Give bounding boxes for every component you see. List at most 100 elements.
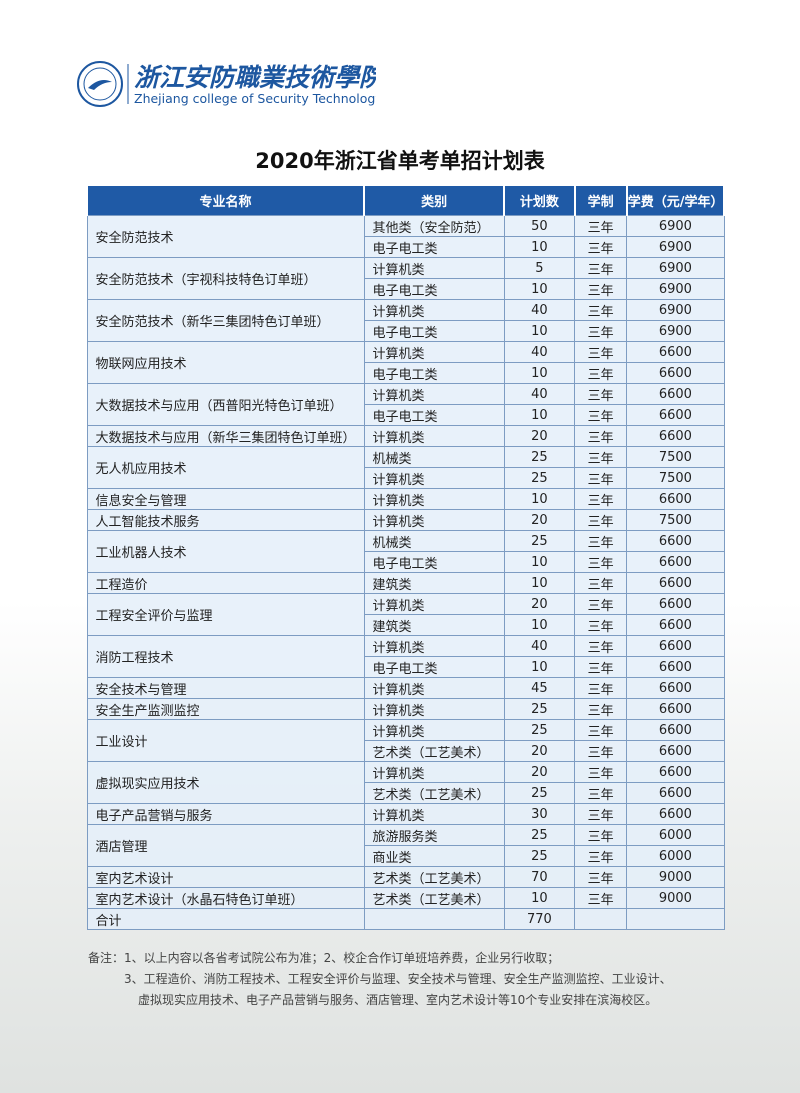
plan-count: 20 xyxy=(503,593,576,615)
major-name: 工业设计 xyxy=(86,719,365,762)
table-row: 人工智能技术服务 计算机类 20 三年 7500 xyxy=(86,509,725,531)
total-label: 合计 xyxy=(86,908,365,930)
major-name: 酒店管理 xyxy=(86,824,365,867)
years: 三年 xyxy=(574,719,628,741)
category: 电子电工类 xyxy=(363,236,505,258)
plan-count: 30 xyxy=(503,803,576,825)
years: 三年 xyxy=(574,362,628,384)
table-row: 室内艺术设计（水晶石特色订单班） 艺术类（工艺美术） 10 三年 9000 xyxy=(86,887,725,909)
category: 建筑类 xyxy=(363,614,505,636)
tuition: 6600 xyxy=(626,341,725,363)
category: 其他类（安全防范） xyxy=(363,215,505,237)
column-header: 学费（元/学年） xyxy=(625,186,726,216)
tuition: 6900 xyxy=(626,215,725,237)
plan-count: 10 xyxy=(503,614,576,636)
category: 电子电工类 xyxy=(363,362,505,384)
tuition: 9000 xyxy=(626,866,725,888)
header-row: 专业名称 类别 计划数 学制 学费（元/学年） xyxy=(85,186,726,216)
major-name: 无人机应用技术 xyxy=(86,446,365,489)
tuition: 6600 xyxy=(626,362,725,384)
category: 艺术类（工艺美术） xyxy=(363,740,505,762)
years: 三年 xyxy=(574,761,628,783)
years: 三年 xyxy=(574,887,628,909)
plan-count: 25 xyxy=(503,698,576,720)
years: 三年 xyxy=(574,572,628,594)
tuition: 6600 xyxy=(626,614,725,636)
table-row: 信息安全与管理 计算机类 10 三年 6600 xyxy=(86,488,725,510)
category: 商业类 xyxy=(363,845,505,867)
plan-count: 45 xyxy=(503,677,576,699)
school-logo: 浙江安防職業技術學院 Zhejiang college of Security … xyxy=(77,61,376,107)
tuition: 6600 xyxy=(626,740,725,762)
table-row: 室内艺术设计 艺术类（工艺美术） 70 三年 9000 xyxy=(86,866,725,888)
category: 电子电工类 xyxy=(363,404,505,426)
note-line: 备注：1、以上内容以各省考试院公布为准；2、校企合作订单班培养费，企业另行收取； xyxy=(88,951,560,965)
tuition: 9000 xyxy=(626,887,725,909)
years: 三年 xyxy=(574,698,628,720)
plan-count: 25 xyxy=(503,446,576,468)
category: 旅游服务类 xyxy=(363,824,505,846)
major-name: 大数据技术与应用（西普阳光特色订单班） xyxy=(86,383,365,426)
years: 三年 xyxy=(574,320,628,342)
years: 三年 xyxy=(574,782,628,804)
plan-count: 10 xyxy=(503,572,576,594)
years: 三年 xyxy=(574,530,628,552)
years: 三年 xyxy=(574,677,628,699)
tuition: 6600 xyxy=(626,551,725,573)
tuition: 6600 xyxy=(626,383,725,405)
years: 三年 xyxy=(574,425,628,447)
empty-cell xyxy=(626,908,725,930)
tuition: 6000 xyxy=(626,824,725,846)
plan-count: 10 xyxy=(503,362,576,384)
plan-count: 25 xyxy=(503,467,576,489)
category: 计算机类 xyxy=(363,635,505,657)
tuition: 6600 xyxy=(626,656,725,678)
notes: 备注：1、以上内容以各省考试院公布为准；2、校企合作订单班培养费，企业另行收取；… xyxy=(88,948,672,1011)
years: 三年 xyxy=(574,488,628,510)
plan-count: 10 xyxy=(503,887,576,909)
emblem-wing xyxy=(88,80,112,90)
years: 三年 xyxy=(574,656,628,678)
plan-count: 25 xyxy=(503,782,576,804)
table-row: 艺术类（工艺美术） 25 三年 6600 xyxy=(87,782,725,804)
table-row: 电子电工类 10 三年 6600 xyxy=(87,404,725,426)
category: 计算机类 xyxy=(363,467,505,489)
tuition: 6600 xyxy=(626,782,725,804)
major-name: 安全防范技术 xyxy=(86,215,365,258)
tuition: 6900 xyxy=(626,257,725,279)
category: 艺术类（工艺美术） xyxy=(363,782,505,804)
school-name-cn: 浙江安防職業技術學院 xyxy=(134,63,376,92)
years: 三年 xyxy=(574,551,628,573)
years: 三年 xyxy=(574,341,628,363)
years: 三年 xyxy=(574,635,628,657)
plan-count: 20 xyxy=(503,761,576,783)
years: 三年 xyxy=(574,614,628,636)
major-name: 安全防范技术（宇视科技特色订单班） xyxy=(86,257,365,300)
emblem-ring xyxy=(77,61,123,107)
table-row: 工程造价 建筑类 10 三年 6600 xyxy=(86,572,725,594)
table-row: 虚拟现实应用技术 计算机类 20 三年 6600 xyxy=(86,761,725,804)
category: 艺术类（工艺美术） xyxy=(363,866,505,888)
table-row: 酒店管理 旅游服务类 25 三年 6000 xyxy=(86,824,725,867)
plan-count: 10 xyxy=(503,488,576,510)
years: 三年 xyxy=(574,299,628,321)
table-row: 电子电工类 10 三年 6600 xyxy=(87,656,725,678)
tuition: 7500 xyxy=(626,446,725,468)
plan-count: 40 xyxy=(503,383,576,405)
table-row: 电子产品营销与服务 计算机类 30 三年 6600 xyxy=(86,803,725,825)
plan-count: 20 xyxy=(503,425,576,447)
plan-count: 25 xyxy=(503,824,576,846)
tuition: 6600 xyxy=(626,803,725,825)
tuition: 6600 xyxy=(626,425,725,447)
category: 计算机类 xyxy=(363,593,505,615)
total-row: 合计 770 xyxy=(86,908,725,930)
tuition: 6600 xyxy=(626,677,725,699)
table-row: 物联网应用技术 计算机类 40 三年 6600 xyxy=(86,341,725,384)
table-row: 安全防范技术（宇视科技特色订单班） 计算机类 5 三年 6900 xyxy=(86,257,725,300)
plan-count: 10 xyxy=(503,656,576,678)
years: 三年 xyxy=(574,278,628,300)
years: 三年 xyxy=(574,236,628,258)
category: 计算机类 xyxy=(363,677,505,699)
years: 三年 xyxy=(574,740,628,762)
table-row: 安全防范技术 其他类（安全防范） 50 三年 6900 xyxy=(86,215,725,258)
